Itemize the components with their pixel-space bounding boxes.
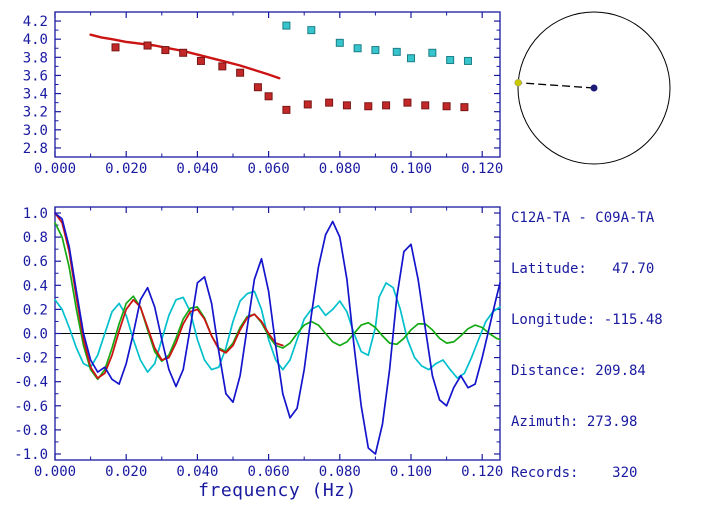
y-tick-label: -1.0 [14,447,48,463]
longitude-line: Longitude: -115.48 [511,312,663,328]
x-tick-label: 0.100 [390,161,432,177]
x-tick-label: 0.080 [319,161,361,177]
station-info-panel: C12A-TA - C09A-TA Latitude: 47.70 Longit… [511,176,663,516]
x-tick-label: 0.120 [461,464,503,480]
y-tick-label: 4.2 [23,14,48,30]
group-velocity-picks [111,41,469,114]
station-pair-title: C12A-TA - C09A-TA [511,210,655,226]
x-tick-label: 0.000 [34,464,76,480]
dispersion-chart: 0.000 0.020 0.040 0.060 0.080 0.100 0.120 2.8 3.… [23,11,503,177]
x-tick-label: 0.120 [461,161,503,177]
waveforms-chart: 0.000 0.020 0.040 0.060 0.080 0.100 0.120 -1.0 -… [14,206,503,480]
y-tick-label: 1.0 [23,206,48,222]
x-tick-label: 0.040 [176,464,218,480]
coherence-green [54,221,501,381]
y-tick-label: 3.8 [23,50,48,66]
x-tick-label: 0.060 [248,161,290,177]
latitude-line: Latitude: 47.70 [511,261,655,277]
y-tick-label: 0.4 [23,278,48,294]
coherence-blue [54,212,501,455]
azimuth-dot [514,78,522,87]
x-tick-label: 0.080 [319,464,361,480]
y-tick-label: 0.6 [23,254,48,270]
azimuth-circle [517,11,671,165]
x-tick-label: 0.000 [34,161,76,177]
x-tick-label: 0.060 [248,464,290,480]
y-tick-label: 3.2 [23,105,48,121]
x-tick-label: 0.040 [176,161,218,177]
azimuth-circle-panel [514,11,671,165]
y-tick-label: 3.4 [23,87,48,103]
azimuth-direction-line [518,82,595,89]
y-tick-label: -0.2 [14,351,48,367]
y-tick-label: 3.6 [23,68,48,84]
plot-frame [54,11,501,158]
x-tick-label: 0.100 [390,464,432,480]
y-tick-label: 4.0 [23,32,48,48]
coherence-red [54,212,284,379]
center-station-dot [590,84,598,92]
y-tick-label: 3.0 [23,123,48,139]
y-tick-label: -0.8 [14,423,48,439]
y-tick-label: 2.8 [23,141,48,157]
records-line: Records: 320 [511,465,638,481]
y-tick-label: 0.8 [23,230,48,246]
x-tick-label: 0.020 [105,161,147,177]
x-axis-title: frequency (Hz) [198,480,357,501]
y-tick-label: 0.2 [23,302,48,318]
azimuth-line-text: Azimuth: 273.98 [511,414,638,430]
y-tick-label: -0.6 [14,399,48,415]
y-tick-label: 0.0 [23,327,48,343]
secondary-velocity-picks [282,21,472,65]
distance-line: Distance: 209.84 [511,363,646,379]
y-tick-label: -0.4 [14,375,48,391]
x-tick-label: 0.020 [105,464,147,480]
